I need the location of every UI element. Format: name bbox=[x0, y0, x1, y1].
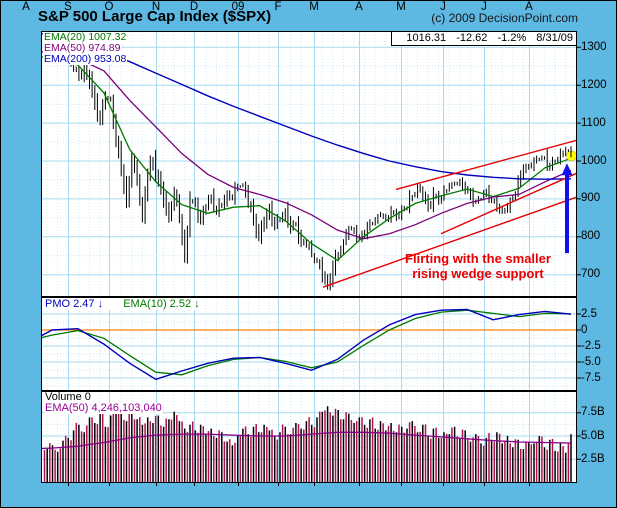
copyright: (c) 2009 DecisionPoint.com bbox=[431, 11, 578, 25]
wedge-annotation-line1: Flirting with the smaller bbox=[405, 251, 551, 266]
wedge-annotation-text: Flirting with the smaller rising wedge s… bbox=[399, 251, 557, 281]
rising-wedge-resistance bbox=[395, 139, 576, 191]
quote-box: 1016.31 -12.62 -1.2% 8/31/09 bbox=[391, 31, 577, 46]
ema20-legend: EMA(20) 1007.32 bbox=[43, 31, 128, 43]
pmo-ema-label: EMA(10) 2.52 bbox=[123, 298, 192, 310]
pmo-ema-down-arrow-icon: ↓ bbox=[194, 298, 200, 310]
long-rising-support bbox=[322, 196, 576, 288]
volume-value-label: Volume 0 bbox=[44, 391, 92, 403]
volume-ema-label: EMA(50) 4,246,103,040 bbox=[44, 402, 163, 414]
quote-last: 1016.31 bbox=[406, 32, 447, 44]
pmo-legend: PMO 2.47 ↓ EMA(10) 2.52 ↓ bbox=[44, 298, 201, 310]
chart-title: S&P 500 Large Cap Index ($SPX) bbox=[38, 8, 272, 25]
price-legend: EMA(20) 1007.32 EMA(50) 974.89 EMA(200) … bbox=[43, 31, 128, 65]
quote-change: -12.62 bbox=[456, 32, 488, 44]
pmo-value-label: PMO 2.47 bbox=[45, 298, 95, 310]
wedge-annotation-line2: rising wedge support bbox=[412, 266, 544, 281]
quote-date: 8/31/09 bbox=[536, 32, 573, 44]
ema50-legend: EMA(50) 974.89 bbox=[43, 42, 122, 54]
small-rising-wedge-support bbox=[440, 172, 576, 235]
pmo-down-arrow-icon: ↓ bbox=[97, 298, 104, 310]
ema200-legend: EMA(200) 953.08 bbox=[43, 53, 128, 65]
quote-change-pct: -1.2% bbox=[497, 32, 527, 44]
volume-legend: Volume 0 EMA(50) 4,246,103,040 bbox=[44, 392, 163, 414]
